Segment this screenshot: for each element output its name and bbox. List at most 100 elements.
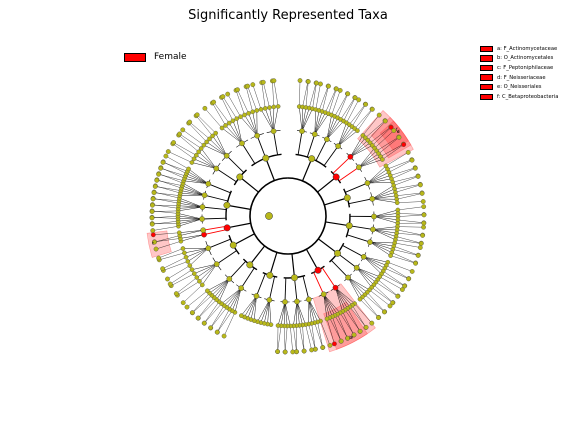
branch-line xyxy=(340,97,355,120)
branch-line xyxy=(367,165,387,184)
branch-line xyxy=(357,109,373,131)
taxon-node xyxy=(343,194,351,202)
branch-line xyxy=(358,150,377,168)
taxon-node xyxy=(262,106,268,111)
branch-line xyxy=(390,255,416,264)
taxon-node xyxy=(260,79,266,85)
taxon-node xyxy=(150,202,155,208)
taxon-node xyxy=(158,165,164,171)
branch-line xyxy=(372,229,397,234)
legend-label: a: F_Actinomycetaceae xyxy=(497,45,558,52)
branch-line xyxy=(347,277,361,300)
branch-line xyxy=(268,276,276,301)
taxon-node xyxy=(275,349,280,354)
branch-line xyxy=(165,155,189,170)
branch-line xyxy=(387,159,412,170)
branch-line xyxy=(178,134,199,152)
taxon-node xyxy=(418,241,424,246)
branch-line xyxy=(335,287,353,306)
taxon-node xyxy=(367,239,373,245)
branch-line xyxy=(284,277,287,302)
branch-line xyxy=(265,108,274,132)
branch-line xyxy=(312,82,317,109)
taxon-node xyxy=(205,245,212,252)
branch-line xyxy=(152,220,179,225)
branch-line xyxy=(229,261,247,280)
branch-line xyxy=(364,294,385,313)
taxon-node xyxy=(357,296,363,302)
branch-line xyxy=(356,267,376,283)
branch-line xyxy=(296,301,298,326)
branch-line xyxy=(170,269,193,285)
taxon-node xyxy=(153,246,159,252)
branch-line xyxy=(308,299,318,323)
branch-line xyxy=(176,277,197,294)
taxon-node xyxy=(205,288,210,294)
taxon-node xyxy=(332,284,339,291)
branch-line xyxy=(378,137,400,154)
branch-line xyxy=(191,162,217,169)
branch-line xyxy=(381,273,405,287)
taxon-node xyxy=(195,315,201,321)
taxon-node xyxy=(229,241,237,249)
legend-label: e: O_Neisseriales xyxy=(497,84,542,91)
branch-line xyxy=(317,176,337,193)
taxon-node xyxy=(254,132,260,139)
branch-line xyxy=(187,171,209,184)
taxon-node xyxy=(413,260,418,266)
branch-line xyxy=(189,121,210,140)
taxon-node xyxy=(221,333,227,339)
branch-line xyxy=(314,109,316,135)
taxon-node xyxy=(345,222,353,230)
branch-line xyxy=(247,295,257,319)
branch-line xyxy=(397,201,424,203)
branch-line xyxy=(172,143,195,159)
legend-label: b: O_Actinomycetales xyxy=(497,55,554,62)
taxon-node xyxy=(395,293,401,299)
taxon-node xyxy=(388,253,393,258)
branch-line xyxy=(256,273,266,297)
branch-line xyxy=(202,263,217,286)
taxon-node xyxy=(201,192,208,198)
taxon-node xyxy=(388,124,394,130)
taxon-node xyxy=(320,345,326,350)
taxon-node xyxy=(199,216,205,222)
branch-line xyxy=(369,289,391,307)
taxon-node xyxy=(149,209,155,214)
branch-line xyxy=(393,176,419,186)
legend-label: c: F_Peptoniphilaceae xyxy=(497,64,554,71)
branch-line xyxy=(218,278,230,302)
branch-line xyxy=(153,192,180,196)
branch-line xyxy=(347,277,363,298)
branch-line xyxy=(240,116,258,136)
branch-line xyxy=(240,267,255,289)
branch-line xyxy=(203,225,227,231)
branch-line xyxy=(369,241,395,244)
taxon-node xyxy=(194,112,200,118)
branch-line xyxy=(324,197,348,206)
legend-swatch xyxy=(480,83,493,91)
branch-line xyxy=(373,216,398,221)
branch-line xyxy=(323,145,339,166)
branch-line xyxy=(314,322,323,348)
taxon-node xyxy=(193,153,199,158)
branch-line xyxy=(181,187,205,196)
branch-line xyxy=(301,108,313,132)
taxon-node xyxy=(417,245,423,250)
taxon-node xyxy=(177,230,182,236)
branch-line xyxy=(183,284,203,303)
taxon-nodes xyxy=(149,78,427,355)
taxon-node xyxy=(421,224,426,230)
branch-line xyxy=(315,139,328,161)
taxon-node xyxy=(165,276,170,282)
branch-line xyxy=(180,192,205,196)
sector-label: a xyxy=(350,334,353,339)
branch-line xyxy=(234,288,242,313)
taxon-node xyxy=(180,127,186,133)
branch-line xyxy=(354,108,373,129)
branch-line xyxy=(199,263,217,282)
branch-line xyxy=(197,297,215,319)
branch-line xyxy=(337,124,350,147)
taxon-node xyxy=(223,224,231,232)
branch-line xyxy=(372,198,398,203)
